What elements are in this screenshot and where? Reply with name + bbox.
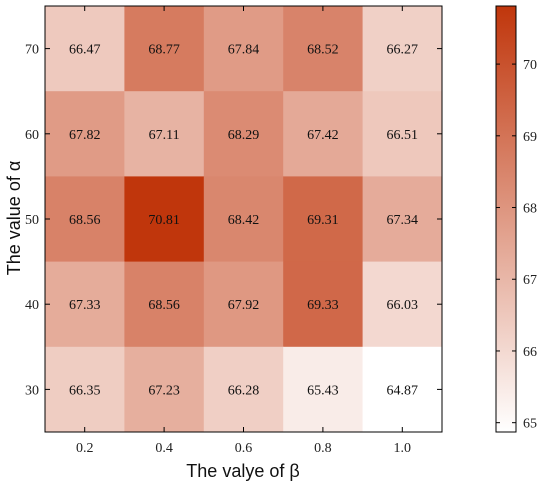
cell-value-label: 69.33 <box>307 298 339 313</box>
y-axis-ticks: 70 60 50 40 30 <box>25 43 442 398</box>
x-tick-label: 1.0 <box>394 441 412 456</box>
cell-value-label: 67.23 <box>148 383 180 398</box>
cell-value-label: 70.81 <box>148 213 180 228</box>
cell-value-label: 67.84 <box>228 43 260 58</box>
cell-value-label: 68.56 <box>69 213 101 228</box>
y-tick-label: 50 <box>25 213 39 228</box>
heatmap-cell <box>45 91 125 177</box>
heatmap-cell <box>203 6 284 92</box>
colorbar-tick-label: 67 <box>523 273 537 288</box>
cell-value-label: 68.56 <box>148 298 180 313</box>
heatmap-cell <box>203 176 284 263</box>
heatmap-cell <box>283 91 364 177</box>
colorbar <box>495 5 517 433</box>
heatmap-cell <box>45 346 125 433</box>
heatmap-cell <box>124 91 205 177</box>
x-tick-label: 0.4 <box>155 441 173 456</box>
x-tick-label: 0.2 <box>76 441 94 456</box>
heatmap-cell <box>283 346 364 433</box>
y-tick-label: 30 <box>25 383 39 398</box>
cell-value-label: 68.42 <box>228 213 260 228</box>
cell-value-label: 65.43 <box>307 383 339 398</box>
colorbar-tick-label: 69 <box>523 130 537 145</box>
cell-value-label: 69.31 <box>307 213 339 228</box>
heatmap-cell <box>362 6 443 92</box>
colorbar-tick-label: 66 <box>523 345 537 360</box>
colorbar-tick-label: 68 <box>523 202 537 217</box>
heatmap-cell <box>283 261 364 348</box>
y-axis-title: The value of α <box>4 161 24 275</box>
x-axis-ticks: 0.2 0.4 0.6 0.8 1.0 <box>76 6 411 456</box>
x-tick-label: 0.8 <box>314 441 332 456</box>
heatmap-cell <box>362 261 443 348</box>
y-tick-label: 40 <box>25 298 39 313</box>
heatmap-cell <box>203 261 284 348</box>
heatmap-cell <box>203 346 284 433</box>
y-tick-label: 70 <box>25 43 39 58</box>
colorbar-ticks: 65 66 67 68 69 70 <box>496 58 537 432</box>
heatmap-cell <box>124 346 205 433</box>
cell-value-label: 67.11 <box>149 128 180 143</box>
heatmap-cell <box>362 176 443 263</box>
cell-value-label: 67.82 <box>69 128 101 143</box>
heatmap-cell <box>362 346 443 433</box>
cell-value-label: 66.28 <box>228 383 260 398</box>
cell-value-label: 66.35 <box>69 383 101 398</box>
cell-value-label: 64.87 <box>387 383 419 398</box>
cell-value-label: 66.03 <box>387 298 419 313</box>
cell-value-label: 67.33 <box>69 298 101 313</box>
x-tick-label: 0.6 <box>235 441 253 456</box>
heatmap-cell <box>124 261 205 348</box>
heatmap-cell <box>124 176 205 263</box>
heatmap-cell <box>45 6 125 92</box>
heatmap-cells: 66.47 68.77 67.84 68.52 66.27 67.82 67.11 68.29… <box>45 6 443 433</box>
heatmap-cell <box>283 6 364 92</box>
heatmap-cell <box>45 176 125 263</box>
heatmap-cell <box>362 91 443 177</box>
x-axis-title: The valye of β <box>186 461 299 481</box>
cell-value-label: 66.27 <box>387 43 419 58</box>
heatmap-cell <box>203 91 284 177</box>
cell-value-label: 68.52 <box>307 43 339 58</box>
heatmap-cell <box>45 261 125 348</box>
y-tick-label: 60 <box>25 128 39 143</box>
heatmap-cell <box>124 6 205 92</box>
cell-value-label: 67.92 <box>228 298 260 313</box>
cell-value-label: 67.42 <box>307 128 339 143</box>
colorbar-tick-label: 70 <box>523 58 537 73</box>
cell-value-label: 68.29 <box>228 128 260 143</box>
cell-value-label: 68.77 <box>148 43 180 58</box>
cell-value-label: 66.47 <box>69 43 101 58</box>
heatmap-cell <box>283 176 364 263</box>
colorbar-tick-label: 65 <box>523 417 537 432</box>
cell-value-label: 66.51 <box>387 128 419 143</box>
cell-value-label: 67.34 <box>387 213 419 228</box>
